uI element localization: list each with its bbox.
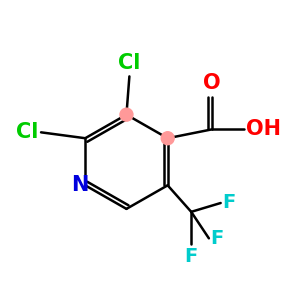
Text: O: O (203, 73, 220, 93)
Text: Cl: Cl (118, 53, 141, 74)
Circle shape (161, 132, 174, 145)
Text: N: N (71, 175, 88, 195)
Text: OH: OH (246, 119, 281, 140)
Circle shape (120, 108, 133, 121)
Text: F: F (222, 194, 236, 212)
Text: Cl: Cl (16, 122, 38, 142)
Text: F: F (210, 229, 224, 248)
Text: F: F (184, 247, 198, 266)
